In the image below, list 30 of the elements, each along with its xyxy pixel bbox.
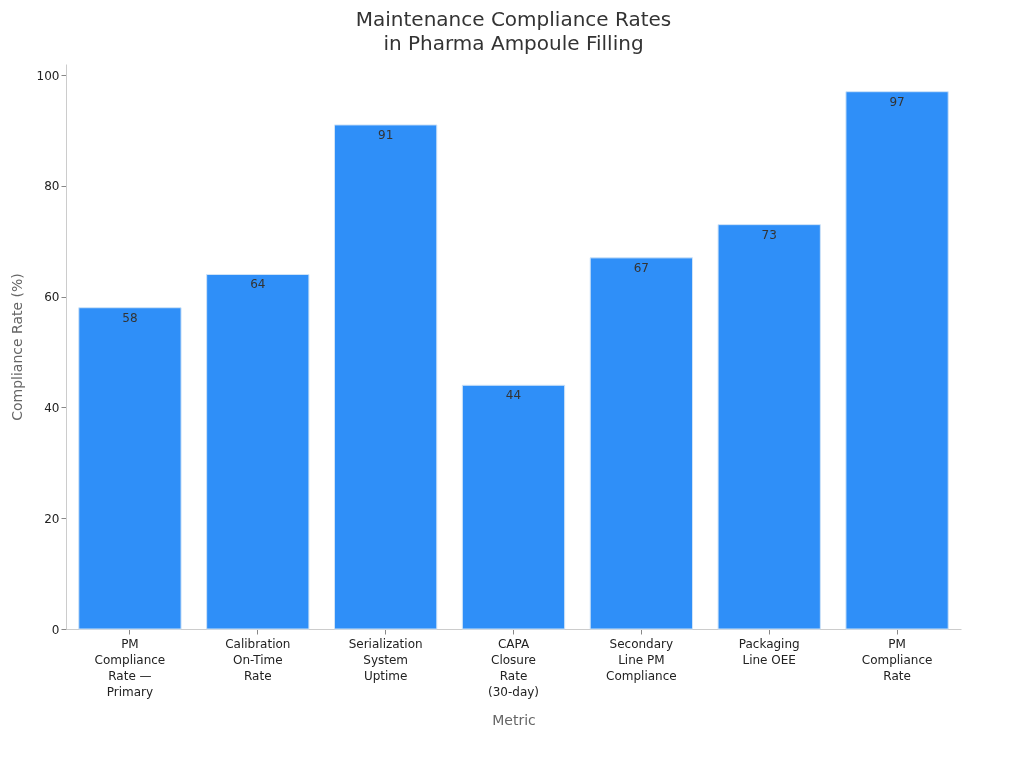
bar xyxy=(589,257,693,630)
x-tick-label: Serialization System Uptime xyxy=(348,636,423,683)
y-tick-label: 60 xyxy=(44,290,60,305)
data-label: 97 xyxy=(889,94,905,109)
y-tick-label: 40 xyxy=(44,400,60,415)
x-tick-label: Secondary Line PM Compliance xyxy=(606,636,677,683)
data-label: 67 xyxy=(633,260,649,275)
data-label: 73 xyxy=(761,227,777,242)
x-tick-label: PM Compliance Rate — Primary xyxy=(94,636,166,699)
bar xyxy=(461,384,566,630)
bar xyxy=(206,273,310,630)
data-label: 58 xyxy=(122,310,138,325)
y-tick-label: 0 xyxy=(51,622,60,637)
bar xyxy=(717,224,821,630)
data-label: 44 xyxy=(505,388,522,403)
x-tick-label: CAPA Closure Rate (30-day) xyxy=(487,636,540,699)
data-label: 91 xyxy=(378,127,394,142)
chart-title: Maintenance Compliance Rates in Pharma Ampoule Filling xyxy=(355,7,672,55)
y-tick-label: 80 xyxy=(44,179,60,194)
x-tick-label: Calibration On-Time Rate xyxy=(225,636,291,683)
bar xyxy=(845,91,949,630)
y-tick-label: 100 xyxy=(36,68,60,83)
x-tick-label: PM Compliance Rate xyxy=(861,636,933,683)
x-axis-title: Metric xyxy=(492,711,536,728)
y-axis-title: Compliance Rate (%) xyxy=(8,273,25,421)
bar xyxy=(334,124,438,630)
bar xyxy=(78,307,182,630)
y-tick-label: 20 xyxy=(44,511,60,526)
data-label: 64 xyxy=(250,277,266,292)
x-tick-label: Packaging Line OEE xyxy=(738,636,800,667)
